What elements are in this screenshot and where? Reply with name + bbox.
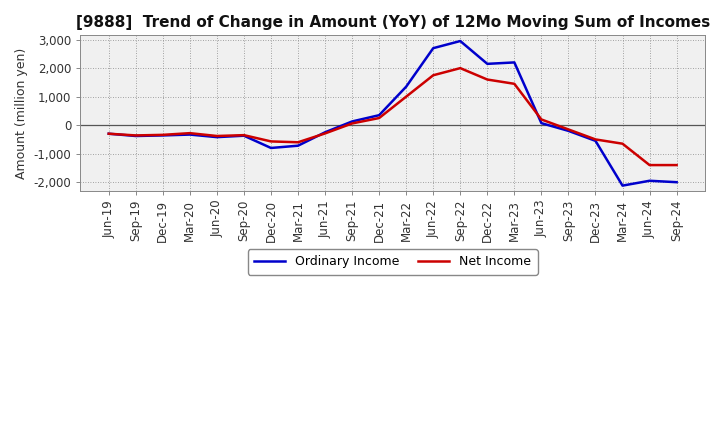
Ordinary Income [266, 145, 275, 150]
Ordinary Income [240, 133, 248, 138]
Line: Ordinary Income: Ordinary Income [109, 41, 677, 186]
Ordinary Income [375, 113, 384, 118]
Net Income [158, 132, 167, 137]
Ordinary Income [132, 133, 140, 139]
Ordinary Income [483, 61, 492, 66]
Ordinary Income [618, 183, 627, 188]
Net Income [348, 121, 356, 126]
Net Income [132, 133, 140, 138]
Net Income [294, 139, 302, 145]
Ordinary Income [348, 119, 356, 124]
Ordinary Income [320, 130, 329, 135]
Ordinary Income [591, 138, 600, 143]
Net Income [564, 127, 572, 132]
Net Income [618, 141, 627, 147]
Ordinary Income [564, 128, 572, 133]
Line: Net Income: Net Income [109, 68, 677, 165]
Ordinary Income [456, 38, 464, 44]
Ordinary Income [104, 131, 113, 136]
Net Income [320, 131, 329, 136]
Title: [9888]  Trend of Change in Amount (YoY) of 12Mo Moving Sum of Incomes: [9888] Trend of Change in Amount (YoY) o… [76, 15, 710, 30]
Ordinary Income [294, 143, 302, 148]
Ordinary Income [537, 121, 546, 126]
Net Income [240, 132, 248, 138]
Net Income [672, 162, 681, 168]
Net Income [483, 77, 492, 82]
Ordinary Income [510, 60, 518, 65]
Net Income [375, 115, 384, 121]
Net Income [537, 117, 546, 122]
Net Income [429, 73, 438, 78]
Net Income [402, 94, 410, 99]
Ordinary Income [186, 132, 194, 137]
Ordinary Income [672, 180, 681, 185]
Ordinary Income [645, 178, 654, 183]
Net Income [456, 66, 464, 71]
Ordinary Income [429, 45, 438, 51]
Legend: Ordinary Income, Net Income: Ordinary Income, Net Income [248, 249, 538, 275]
Y-axis label: Amount (million yen): Amount (million yen) [15, 48, 28, 179]
Net Income [510, 81, 518, 86]
Net Income [645, 162, 654, 168]
Net Income [212, 133, 221, 139]
Net Income [186, 131, 194, 136]
Ordinary Income [212, 135, 221, 140]
Net Income [104, 131, 113, 136]
Ordinary Income [158, 133, 167, 138]
Ordinary Income [402, 84, 410, 89]
Net Income [266, 139, 275, 144]
Net Income [591, 137, 600, 142]
